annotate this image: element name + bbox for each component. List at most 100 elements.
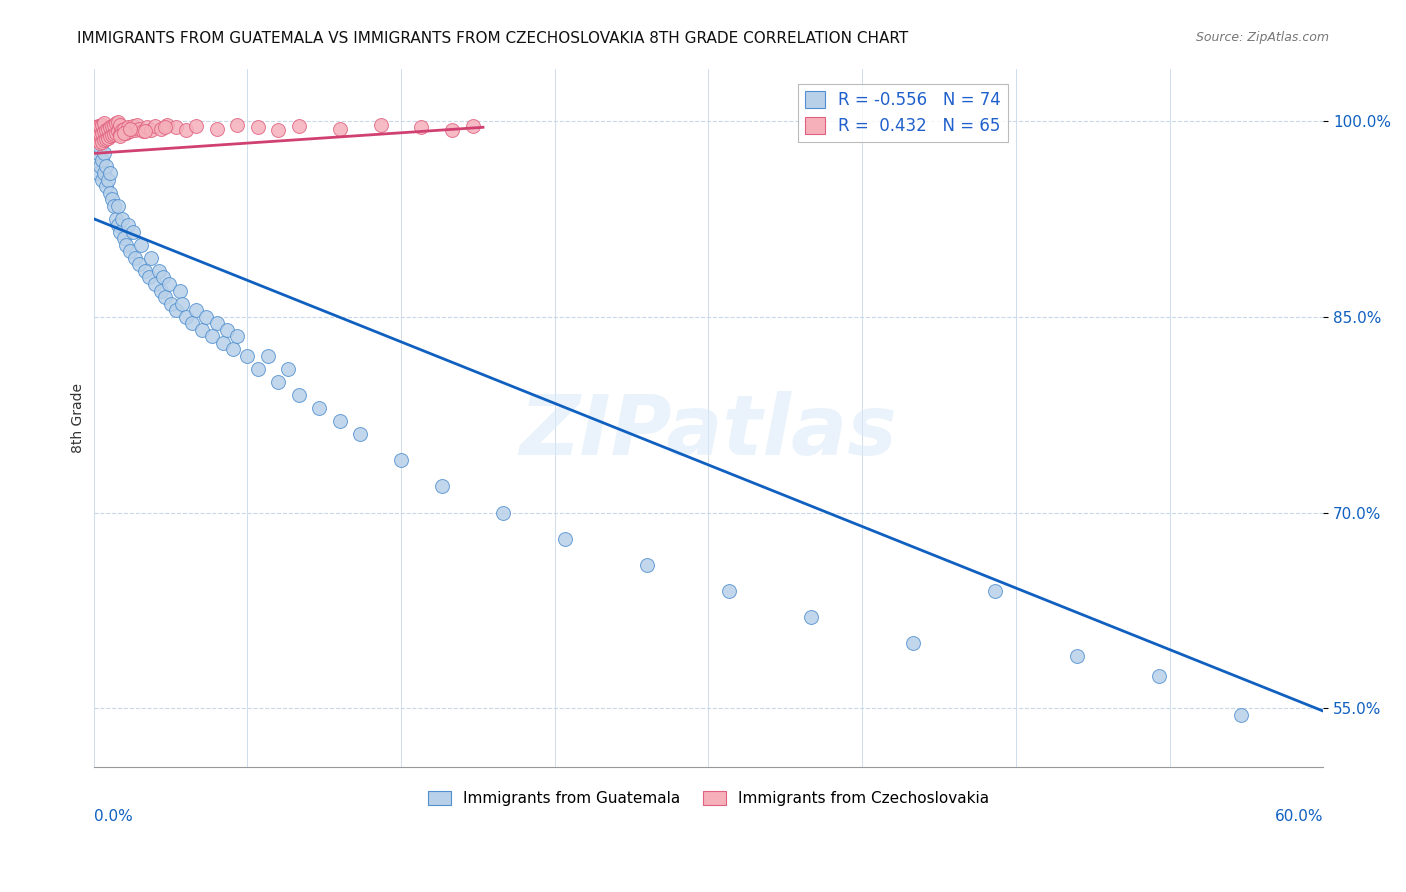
Y-axis label: 8th Grade: 8th Grade (72, 383, 86, 453)
Point (181, 316, 204, 330)
Point (121, 119, 143, 133)
Point (125, 118, 148, 132)
Point (101, 192, 124, 206)
Point (112, 126, 135, 140)
Point (89, 140, 111, 154)
Point (110, 118, 132, 132)
Point (111, 123, 134, 137)
Point (129, 237, 152, 252)
Point (132, 124, 155, 138)
Point (191, 323, 214, 337)
Point (124, 123, 146, 137)
Point (139, 251, 162, 265)
Point (461, 119, 484, 133)
Point (226, 329, 249, 343)
Point (267, 123, 290, 137)
Point (800, 610, 823, 624)
Point (134, 124, 156, 138)
Point (105, 116, 128, 130)
Point (93, 116, 115, 130)
Point (93, 124, 115, 138)
Point (1230, 708, 1253, 723)
Point (139, 123, 162, 137)
Point (98, 166, 121, 180)
Point (135, 120, 157, 135)
Point (84, 133, 107, 147)
Point (98, 186, 121, 200)
Point (156, 118, 179, 132)
Point (184, 303, 207, 318)
Point (110, 225, 132, 239)
Point (90, 135, 112, 149)
Point (328, 414, 350, 428)
Point (903, 636, 925, 650)
Point (93, 146, 115, 161)
Point (277, 362, 299, 376)
Point (105, 126, 128, 140)
Point (430, 479, 453, 493)
Point (148, 264, 170, 278)
Point (717, 583, 740, 598)
Point (169, 284, 191, 298)
Point (138, 270, 160, 285)
Point (97, 172, 120, 186)
Point (155, 290, 177, 304)
Point (115, 126, 138, 140)
Point (287, 119, 309, 133)
Point (89, 136, 111, 150)
Point (195, 310, 218, 324)
Point (636, 558, 658, 572)
Point (170, 296, 193, 310)
Point (107, 199, 129, 213)
Point (554, 532, 576, 546)
Point (215, 323, 238, 337)
Text: IMMIGRANTS FROM GUATEMALA VS IMMIGRANTS FROM CZECHOSLOVAKIA 8TH GRADE CORRELATIO: IMMIGRANTS FROM GUATEMALA VS IMMIGRANTS … (77, 31, 908, 46)
Point (86, 129, 108, 144)
Point (152, 270, 174, 285)
Point (89, 160, 111, 174)
Point (84, 120, 107, 135)
Point (124, 251, 146, 265)
Point (110, 129, 132, 144)
Point (246, 120, 269, 135)
Point (246, 362, 269, 376)
Point (226, 118, 249, 132)
Point (89, 119, 111, 133)
Point (98, 120, 121, 135)
Point (93, 166, 115, 180)
Point (94, 160, 117, 174)
Point (94, 179, 117, 194)
Point (1066, 649, 1088, 664)
Point (211, 335, 233, 350)
Point (120, 121, 142, 136)
Point (256, 349, 278, 363)
Point (90, 172, 112, 186)
Point (134, 264, 156, 278)
Point (105, 211, 128, 226)
Point (349, 427, 371, 442)
Point (184, 119, 207, 133)
Point (128, 121, 150, 136)
Point (143, 119, 166, 133)
Point (155, 120, 177, 135)
Point (94, 123, 117, 137)
Point (121, 225, 143, 239)
Point (165, 120, 187, 135)
Point (86, 166, 108, 180)
Point (160, 296, 183, 310)
Point (222, 343, 245, 357)
Point (201, 329, 224, 343)
Point (103, 118, 125, 132)
Point (441, 123, 464, 137)
Point (93, 133, 115, 147)
Point (308, 401, 330, 416)
Point (110, 127, 132, 141)
Point (112, 121, 135, 136)
Point (107, 124, 129, 138)
Legend: R = -0.556   N = 74, R =  0.432   N = 65: R = -0.556 N = 74, R = 0.432 N = 65 (799, 84, 1008, 142)
Point (90, 153, 112, 167)
Point (157, 277, 180, 291)
Point (103, 127, 125, 141)
Point (1149, 669, 1171, 683)
Point (90, 126, 112, 140)
